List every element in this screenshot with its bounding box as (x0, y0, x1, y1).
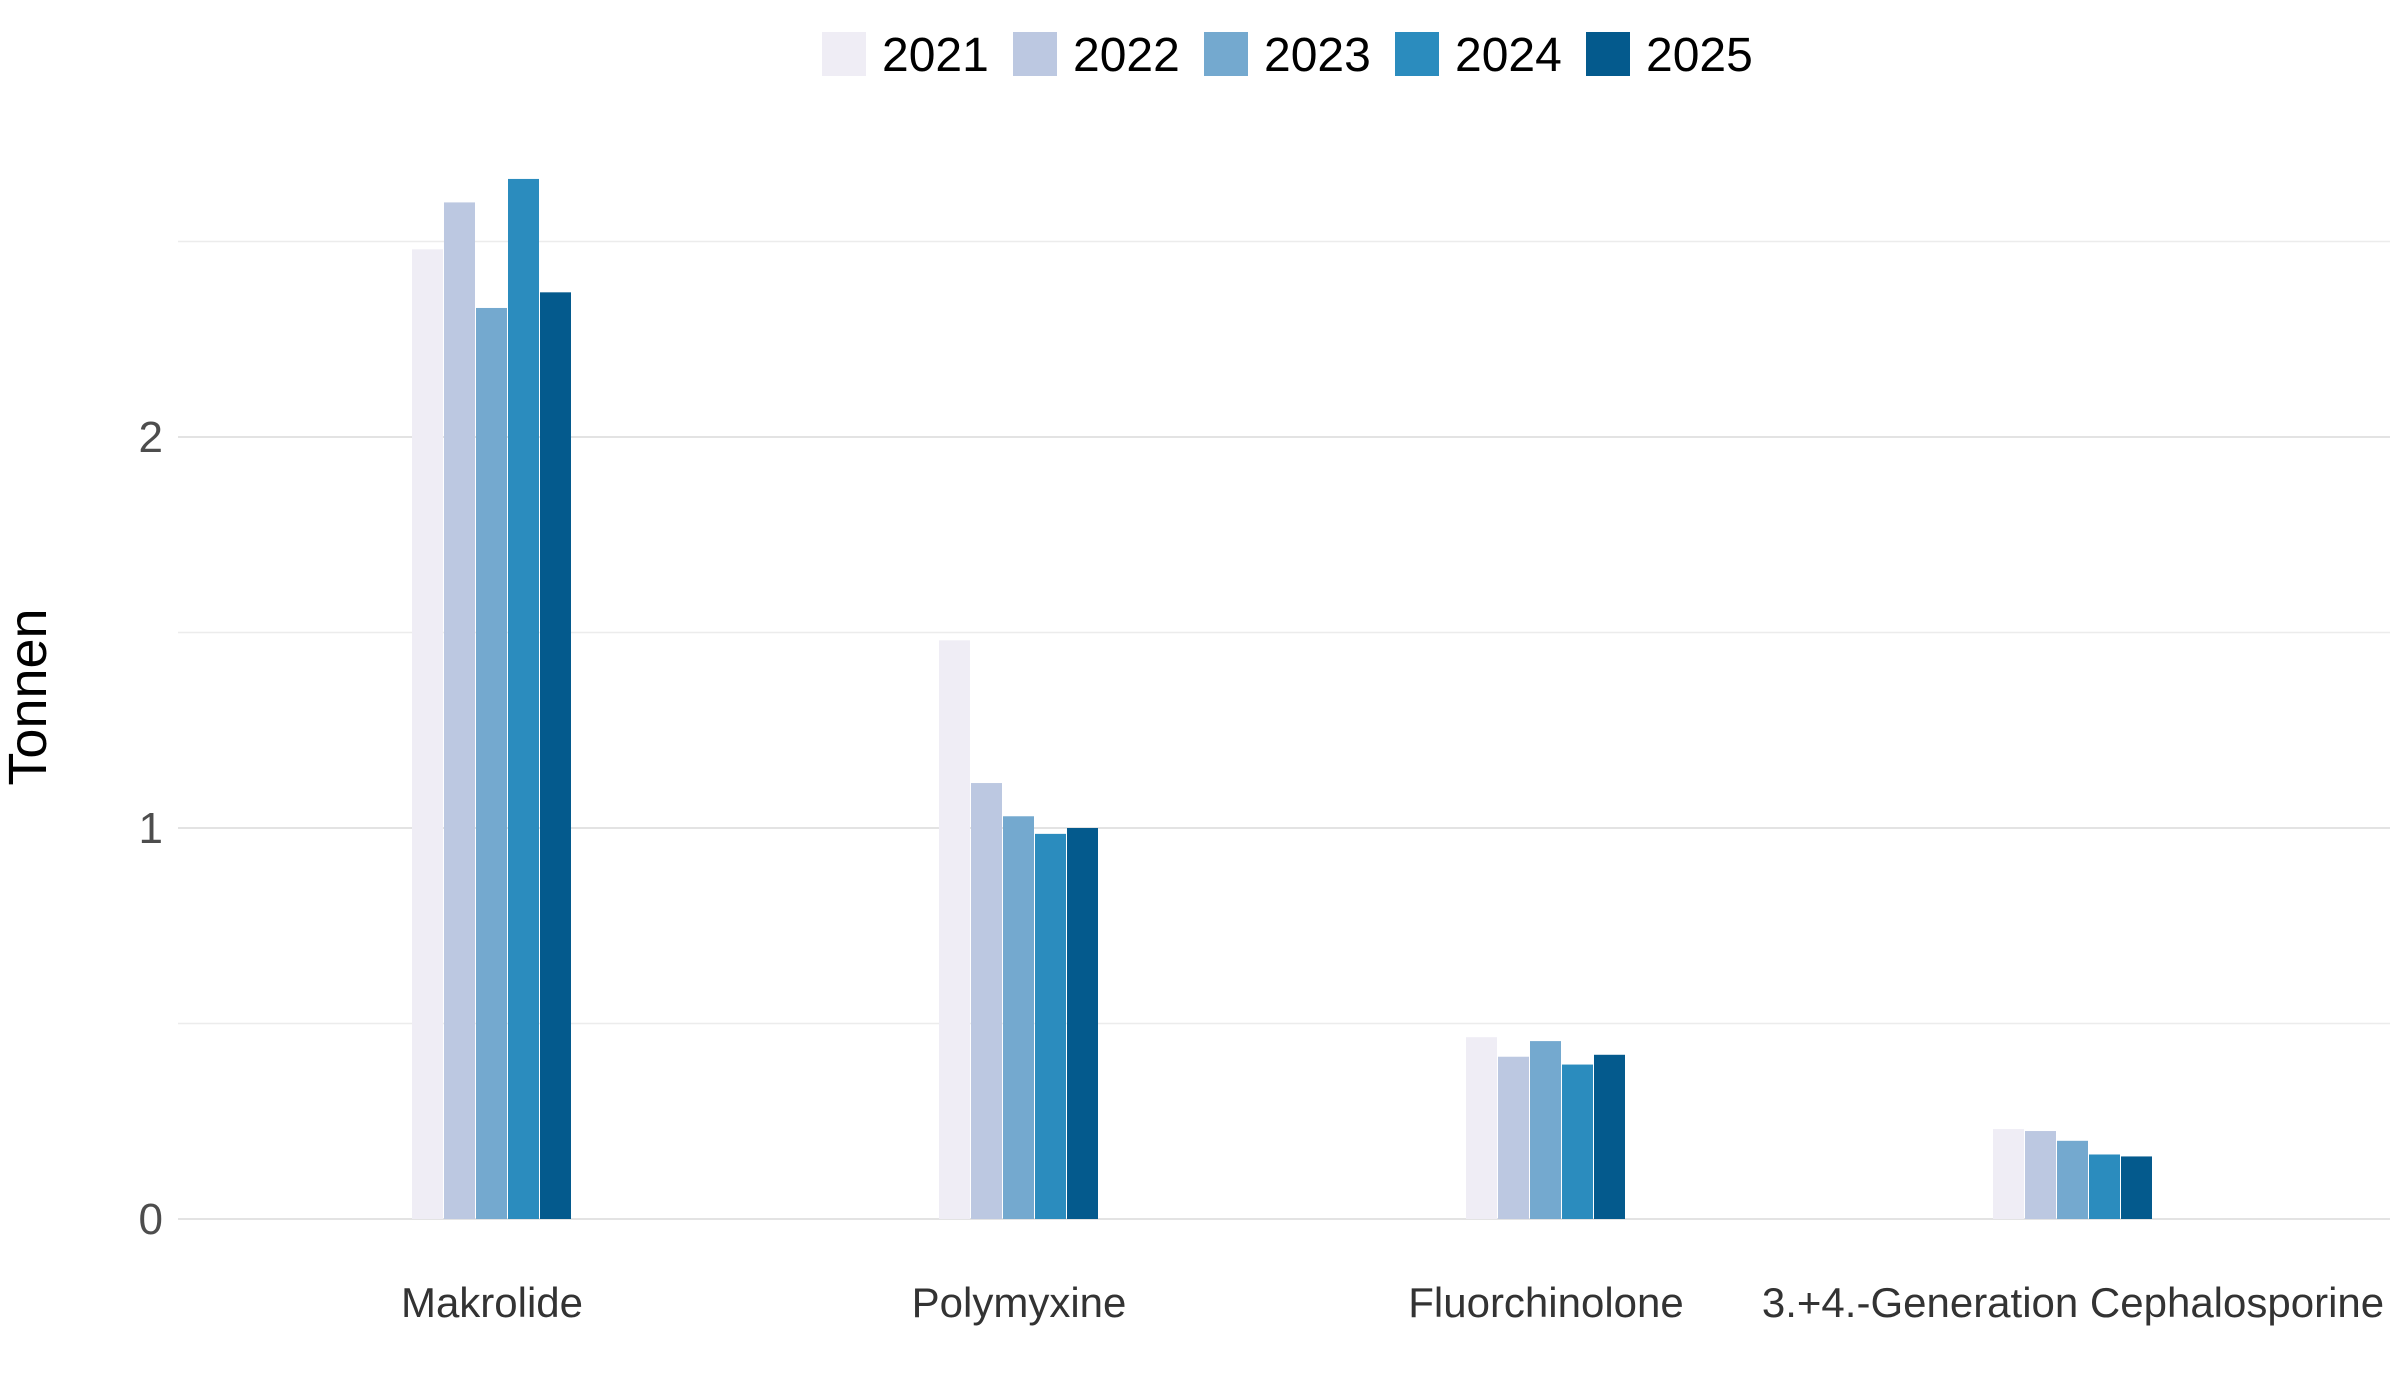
bar (1498, 1056, 1529, 1219)
bar (971, 783, 1002, 1219)
y-axis-title: Tonnen (0, 608, 58, 785)
legend-item: 2022 (1013, 29, 1180, 82)
legend-item: 2025 (1586, 29, 1753, 82)
bar (508, 178, 539, 1220)
y-axis-ticks: 0 1 2 (139, 413, 163, 1244)
x-category-label: 3.+4.-Generation Cephalosporine (1762, 1279, 2384, 1326)
y-tick-label: 0 (139, 1195, 163, 1244)
bar (1594, 1054, 1625, 1219)
bar (2121, 1156, 2152, 1219)
bar (2089, 1154, 2120, 1219)
bar (1562, 1064, 1593, 1219)
bar (1067, 828, 1098, 1219)
bar (412, 249, 443, 1219)
x-category-label: Makrolide (401, 1279, 583, 1326)
bar (1003, 816, 1034, 1219)
legend-swatch (822, 32, 866, 76)
y-tick-label: 2 (139, 413, 163, 462)
bar-group (939, 640, 1098, 1219)
legend-swatch (1013, 32, 1057, 76)
legend-swatch (1395, 32, 1439, 76)
bar (444, 202, 475, 1219)
legend-label: 2024 (1455, 29, 1562, 82)
x-category-label: Polymyxine (912, 1279, 1127, 1326)
bar (1530, 1041, 1561, 1219)
legend-label: 2022 (1073, 29, 1180, 82)
legend-label: 2025 (1646, 29, 1753, 82)
bar (1993, 1129, 2024, 1219)
bar (2057, 1140, 2088, 1219)
bar (2025, 1131, 2056, 1219)
legend-label: 2023 (1264, 29, 1371, 82)
bar (1466, 1037, 1497, 1219)
bars (412, 178, 2152, 1220)
bar-group (1993, 1129, 2152, 1219)
legend-item: 2021 (822, 29, 989, 82)
x-category-label: Fluorchinolone (1408, 1279, 1684, 1326)
bar (476, 307, 507, 1220)
bar-group (1466, 1037, 1625, 1219)
legend-item: 2023 (1204, 29, 1371, 82)
bar-group (412, 178, 571, 1220)
y-tick-label: 1 (139, 804, 163, 853)
legend-swatch (1204, 32, 1248, 76)
bar (540, 292, 571, 1220)
bar (939, 640, 970, 1219)
legend: 2021 2022 2023 2024 2025 (822, 29, 1753, 82)
legend-item: 2024 (1395, 29, 1562, 82)
legend-label: 2021 (882, 29, 989, 82)
legend-swatch (1586, 32, 1630, 76)
bar (1035, 833, 1066, 1219)
x-axis-categories: Makrolide Polymyxine Fluorchinolone 3.+4.-G… (401, 1279, 2384, 1326)
